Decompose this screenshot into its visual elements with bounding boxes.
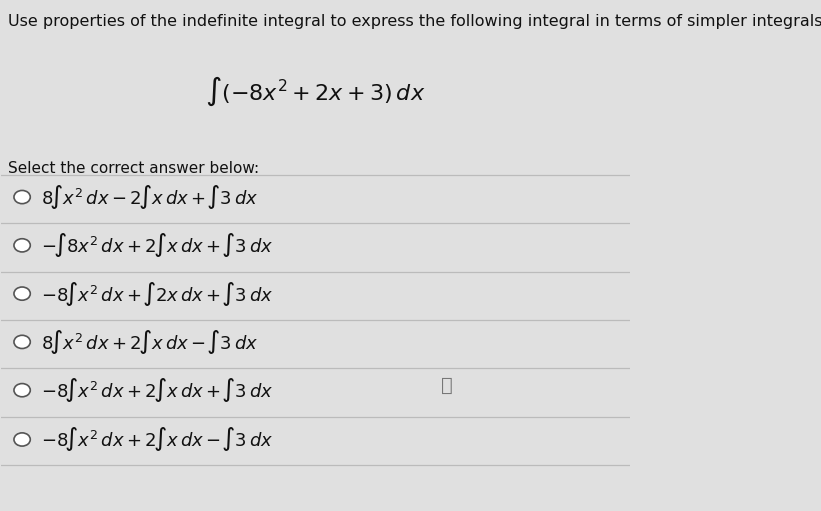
Text: $-8\!\int x^2\,dx + 2\!\int x\,dx + \!\int 3\,dx$: $-8\!\int x^2\,dx + 2\!\int x\,dx + \!\i… xyxy=(41,376,273,404)
Text: $-\!\int 8x^2\,dx + 2\!\int x\,dx + \!\int 3\,dx$: $-\!\int 8x^2\,dx + 2\!\int x\,dx + \!\i… xyxy=(41,231,273,260)
Circle shape xyxy=(14,335,30,349)
Text: Use properties of the indefinite integral to express the following integral in t: Use properties of the indefinite integra… xyxy=(7,14,821,29)
Circle shape xyxy=(14,239,30,252)
Text: $8\!\int x^2\,dx + 2\!\int x\,dx - \!\int 3\,dx$: $8\!\int x^2\,dx + 2\!\int x\,dx - \!\in… xyxy=(41,328,259,356)
Text: $-8\!\int x^2\,dx + 2\!\int x\,dx - \!\int 3\,dx$: $-8\!\int x^2\,dx + 2\!\int x\,dx - \!\i… xyxy=(41,426,273,453)
Text: $8\!\int x^2\,dx - 2\!\int x\,dx + \!\int 3\,dx$: $8\!\int x^2\,dx - 2\!\int x\,dx + \!\in… xyxy=(41,183,259,211)
Text: Select the correct answer below:: Select the correct answer below: xyxy=(7,161,259,176)
Circle shape xyxy=(14,433,30,446)
Text: $\int (-8x^2 + 2x + 3)\, dx$: $\int (-8x^2 + 2x + 3)\, dx$ xyxy=(205,75,426,108)
Circle shape xyxy=(14,191,30,204)
Text: $-8\!\int x^2\,dx + \!\int 2x\,dx + \!\int 3\,dx$: $-8\!\int x^2\,dx + \!\int 2x\,dx + \!\i… xyxy=(41,280,273,308)
Circle shape xyxy=(14,384,30,397)
Text: 👋: 👋 xyxy=(441,376,453,394)
Circle shape xyxy=(14,287,30,300)
